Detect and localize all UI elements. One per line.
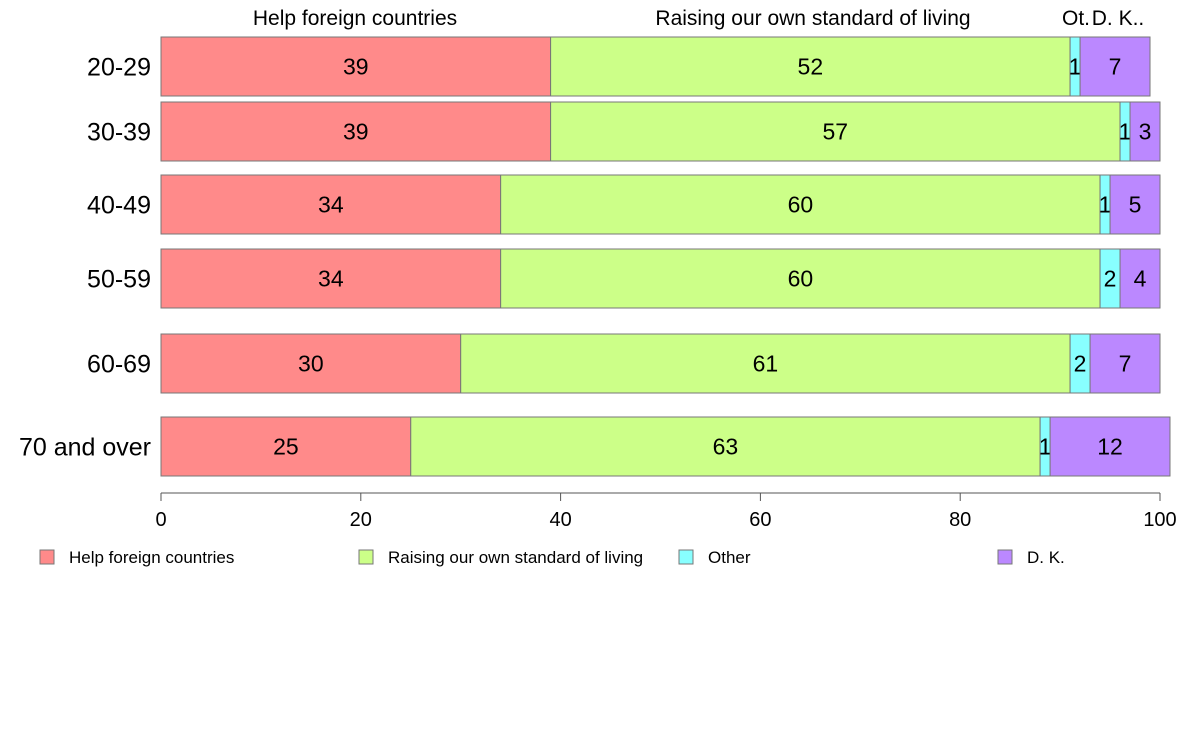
data-label-raising-our-own-standard-of-living-60-69: 61 [753, 351, 779, 377]
data-label-other-20-29: 1 [1069, 54, 1082, 80]
category-label-30-39: 30-39 [87, 119, 151, 147]
legend-swatch-d-k [997, 549, 1013, 565]
plot-area: 20-29 39 52 1 730-39 39 57 1 340-49 34 60 1 550-59 34… [19, 36, 1171, 477]
bar-segment-raising-our-own-standard-of-living-30-39 [550, 101, 1121, 162]
data-label-d-k-30-39: 3 [1139, 119, 1152, 145]
bar-segment-d-k-50-59 [1119, 248, 1161, 309]
data-label-help-foreign-countries-30-39: 39 [343, 119, 369, 145]
data-label-other-40-49: 1 [1099, 192, 1112, 218]
data-label-raising-our-own-standard-of-living-30-39: 57 [823, 119, 849, 145]
category-label-70-and-over: 70 and over [19, 434, 151, 462]
data-label-raising-our-own-standard-of-living-70-and-over: 63 [713, 434, 739, 460]
x-tick-label-80: 80 [949, 509, 971, 531]
category-label-60-69: 60-69 [87, 351, 151, 379]
data-label-d-k-50-59: 4 [1134, 266, 1147, 292]
data-label-help-foreign-countries-40-49: 34 [318, 192, 344, 218]
legend-label-d-k: D. K. [1027, 548, 1065, 567]
legend-swatch-raising-our-own-standard-of-living [358, 549, 374, 565]
data-label-other-50-59: 2 [1104, 266, 1117, 292]
data-label-other-30-39: 1 [1119, 119, 1132, 145]
top-label-ot: Ot. [1062, 7, 1090, 30]
bar-segment-help-foreign-countries-70-and-over [160, 416, 412, 477]
x-tick-label-100: 100 [1143, 509, 1176, 531]
bar-segment-help-foreign-countries-50-59 [160, 248, 502, 309]
legend-swatch-help-foreign-countries [39, 549, 55, 565]
data-label-help-foreign-countries-70-and-over: 25 [273, 434, 299, 460]
bar-segment-d-k-30-39 [1129, 101, 1161, 162]
bar-segment-raising-our-own-standard-of-living-20-29 [550, 36, 1071, 97]
data-label-other-70-and-over: 1 [1039, 434, 1052, 460]
bar-segment-raising-our-own-standard-of-living-70-and-over [410, 416, 1041, 477]
legend-label-raising-our-own-standard-of-living: Raising our own standard of living [388, 548, 643, 567]
bar-segment-help-foreign-countries-30-39 [160, 101, 552, 162]
bar-segment-d-k-70-and-over [1049, 416, 1171, 477]
category-label-40-49: 40-49 [87, 192, 151, 220]
top-label-raising-our-own-standard-of-living: Raising our own standard of living [655, 7, 970, 30]
top-label-d-k: D. K.. [1092, 7, 1145, 30]
legend-label-other: Other [708, 548, 751, 567]
data-label-other-60-69: 2 [1074, 351, 1087, 377]
data-label-d-k-60-69: 7 [1119, 351, 1132, 377]
bar-segment-d-k-40-49 [1109, 174, 1161, 235]
data-label-d-k-40-49: 5 [1129, 192, 1142, 218]
bar-segment-help-foreign-countries-20-29 [160, 36, 552, 97]
data-label-help-foreign-countries-50-59: 34 [318, 266, 344, 292]
column-header-labels: Help foreign countries Raising our own st… [253, 7, 1144, 30]
category-label-20-29: 20-29 [87, 54, 151, 82]
bar-segment-help-foreign-countries-60-69 [160, 333, 462, 394]
x-tick-label-20: 20 [350, 509, 372, 531]
bar-segment-d-k-20-29 [1079, 36, 1151, 97]
data-label-raising-our-own-standard-of-living-40-49: 60 [788, 192, 814, 218]
bar-segment-raising-our-own-standard-of-living-60-69 [460, 333, 1071, 394]
legend-label-help-foreign-countries: Help foreign countries [69, 548, 234, 567]
x-tick-label-60: 60 [749, 509, 771, 531]
legend: Help foreign countries Raising our own st… [39, 548, 1065, 567]
data-label-d-k-70-and-over: 12 [1097, 434, 1123, 460]
data-label-raising-our-own-standard-of-living-20-29: 52 [798, 54, 824, 80]
category-label-50-59: 50-59 [87, 266, 151, 294]
bar-segment-raising-our-own-standard-of-living-50-59 [500, 248, 1101, 309]
x-tick-label-0: 0 [155, 509, 166, 531]
top-label-help-foreign-countries: Help foreign countries [253, 7, 457, 30]
bar-segment-d-k-60-69 [1089, 333, 1161, 394]
x-tick-label-40: 40 [549, 509, 571, 531]
data-label-help-foreign-countries-60-69: 30 [298, 351, 324, 377]
data-label-d-k-20-29: 7 [1109, 54, 1122, 80]
legend-swatch-other [678, 549, 694, 565]
bar-segment-raising-our-own-standard-of-living-40-49 [500, 174, 1101, 235]
x-axis: 0 20 40 60 80 100 [155, 492, 1177, 531]
data-label-raising-our-own-standard-of-living-50-59: 60 [788, 266, 814, 292]
bar-segment-help-foreign-countries-40-49 [160, 174, 502, 235]
data-label-help-foreign-countries-20-29: 39 [343, 54, 369, 80]
